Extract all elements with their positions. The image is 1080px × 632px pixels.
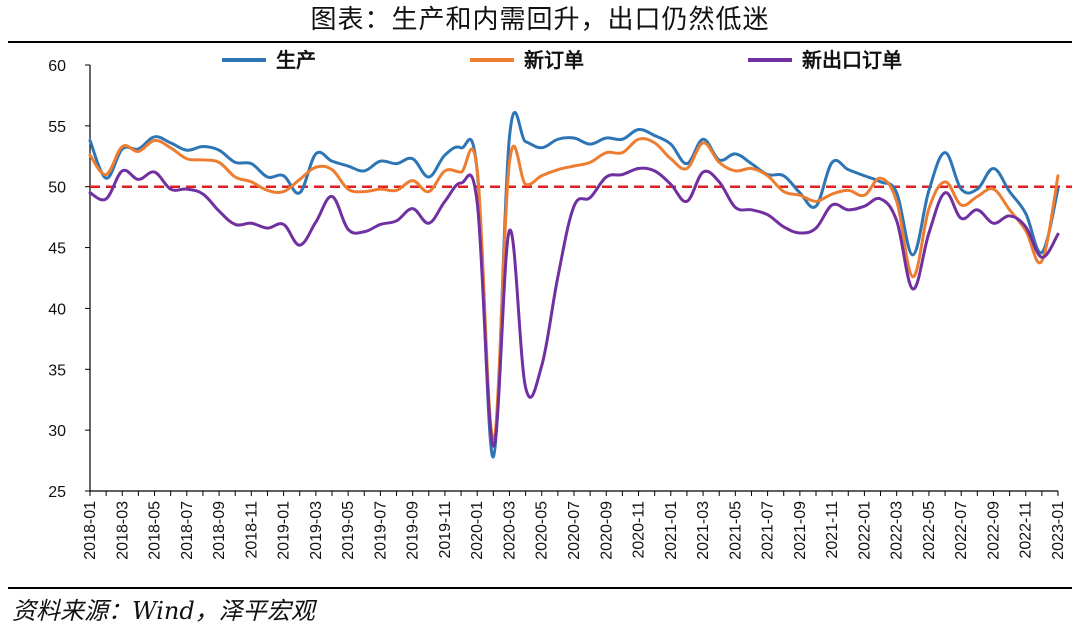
x-tick-label: 2018-11 — [243, 501, 260, 559]
x-tick-label: 2018-01 — [82, 501, 99, 560]
series-line-new-orders — [88, 137, 1060, 441]
source-note: 资料来源：Wind，泽平宏观 — [12, 597, 315, 625]
y-tick-label: 30 — [48, 423, 66, 440]
x-tick-label: 2021-07 — [760, 501, 777, 560]
legend-label-export-orders: 新出口订单 — [802, 48, 902, 72]
x-tick-label: 2022-11 — [1018, 501, 1035, 559]
x-tick-label: 2019-11 — [437, 501, 454, 559]
top-rule — [8, 41, 1072, 43]
y-tick-label: 50 — [48, 180, 66, 197]
x-tick-label: 2018-03 — [114, 501, 131, 560]
x-tick-label: 2018-09 — [211, 501, 228, 560]
x-tick-label: 2022-01 — [856, 501, 873, 560]
x-tick-label: 2020-01 — [469, 501, 486, 560]
page-title: 图表：生产和内需回升，出口仍然低迷 — [310, 5, 770, 35]
x-tick-label: 2019-01 — [276, 501, 293, 560]
x-tick-label: 2022-05 — [921, 501, 938, 560]
legend-label-new-orders: 新订单 — [524, 48, 584, 72]
y-tick-label: 40 — [48, 301, 66, 318]
y-tick-label: 25 — [48, 484, 66, 501]
x-tick-label: 2020-09 — [598, 501, 615, 560]
x-tick-label: 2020-03 — [501, 501, 518, 560]
legend-label-production: 生产 — [276, 48, 316, 72]
y-tick-label: 35 — [48, 362, 66, 379]
x-tick-label: 2021-11 — [824, 501, 841, 559]
x-tick-label: 2020-05 — [534, 501, 551, 560]
x-tick-label: 2020-07 — [566, 501, 583, 560]
x-tick-label: 2018-05 — [147, 501, 164, 560]
x-tick-label: 2019-03 — [308, 501, 325, 560]
axes: 25 30 35 40 45 50 55 60 2018-01 2018-03 2018-05 201… — [48, 58, 1067, 560]
y-tick-label: 55 — [48, 119, 66, 136]
x-tick-label: 2019-07 — [372, 501, 389, 560]
series-line-production — [88, 110, 1060, 459]
y-tick-label: 45 — [48, 241, 66, 258]
line-chart: 生产 新订单 新出口订单 25 30 35 40 45 50 55 60 2018-01 2018… — [48, 48, 1072, 560]
series-group — [88, 110, 1060, 459]
legend: 生产 新订单 新出口订单 — [222, 48, 902, 72]
x-tick-label: 2021-09 — [792, 501, 809, 560]
x-tick-label: 2018-07 — [179, 501, 196, 560]
x-tick-label: 2023-01 — [1050, 501, 1067, 560]
x-tick-label: 2019-09 — [405, 501, 422, 560]
bottom-rule — [8, 587, 1072, 589]
x-tick-label: 2021-01 — [663, 501, 680, 560]
x-tick-label: 2021-03 — [695, 501, 712, 560]
x-tick-label: 2021-05 — [727, 501, 744, 560]
x-tick-label: 2022-07 — [953, 501, 970, 560]
x-tick-label: 2020-11 — [631, 501, 648, 559]
series-line-export-orders — [88, 166, 1060, 448]
x-tick-label: 2022-09 — [985, 501, 1002, 560]
x-tick-label: 2022-03 — [889, 501, 906, 560]
x-tick-label: 2019-05 — [340, 501, 357, 560]
y-tick-label: 60 — [48, 58, 66, 75]
